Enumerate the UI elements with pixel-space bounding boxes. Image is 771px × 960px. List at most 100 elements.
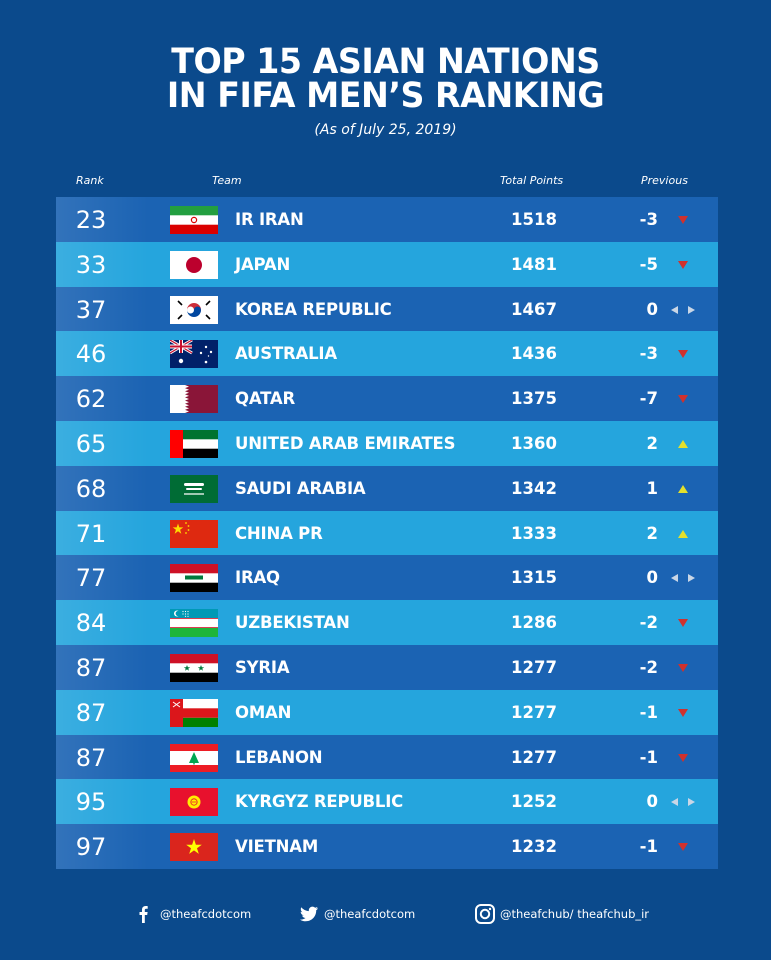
rank-change: -7 [639, 389, 658, 409]
header-rank: Rank [76, 174, 104, 187]
rank-value: 87 [75, 698, 107, 727]
syria-flag-icon [170, 654, 218, 682]
team-name: UZBEKISTAN [235, 613, 350, 633]
rank-cell-shade [56, 331, 148, 377]
page-title-line-1: TOP 15 ASIAN NATIONS [171, 42, 600, 82]
rank-cell-shade [56, 824, 148, 869]
team-name: JAPAN [235, 254, 291, 274]
team-name: AUSTRALIA [235, 344, 337, 364]
footer-facebook[interactable]: @theafcdotcom [134, 904, 251, 924]
rank-value: 65 [75, 430, 107, 458]
header-total-points: Total Points [500, 174, 564, 187]
rank-value: 95 [75, 788, 107, 817]
table-row: 95 KYRGYZ REPUBLIC 1252 0 [56, 779, 718, 825]
rank-change: -1 [639, 837, 658, 857]
rank-value: 37 [75, 295, 107, 324]
rank-change: 1 [646, 478, 658, 498]
rank-value: 97 [75, 833, 107, 862]
team-name: IRAQ [235, 568, 280, 588]
table-row: 62 QATAR 1375 -7 [56, 376, 718, 421]
rank-cell-shade [56, 734, 148, 780]
table-row: 46 AUSTRALIA 1436 -3 [56, 331, 718, 377]
total-points: 1232 [511, 837, 557, 857]
rank-value: 62 [75, 385, 107, 414]
trend-down-icon [678, 350, 688, 359]
rank-value: 33 [75, 250, 107, 279]
rank-value: 71 [75, 519, 107, 548]
trend-down-icon [678, 753, 688, 762]
iraq-flag-icon [170, 564, 218, 593]
rank-change: -2 [639, 613, 658, 633]
table-row: 33 JAPAN 1481 -5 [56, 241, 718, 287]
instagram-icon [475, 904, 495, 924]
oman-flag-icon [170, 698, 218, 727]
rank-change: -1 [639, 747, 658, 767]
instagram-handle: @theafchub/ theafchub_ir [500, 907, 650, 921]
table-row: 65 UNITED ARAB EMIRATES 1360 2 [56, 421, 718, 466]
qatar-flag-icon [170, 385, 218, 414]
page-subtitle: (As of July 25, 2019) [314, 122, 457, 138]
total-points: 1277 [511, 747, 557, 767]
kyrgyz-flag-icon [170, 788, 218, 817]
page-title-line-2: IN FIFA MEN’S RANKING [166, 76, 605, 116]
team-name: KOREA REPUBLIC [235, 299, 392, 319]
team-name: OMAN [235, 702, 292, 722]
footer-twitter[interactable]: @theafcdotcom [298, 904, 415, 924]
table-row: 37 KOREA REPUBLIC 1467 0 [56, 286, 718, 332]
table-row: 87 SYRIA 1277 -2 [56, 645, 718, 690]
saudi-flag-icon [170, 474, 218, 503]
rank-cell-shade [56, 600, 148, 645]
trend-down-icon [678, 260, 688, 269]
footer-instagram[interactable]: @theafchub/ theafchub_ir [474, 904, 649, 924]
australia-flag-icon [170, 340, 218, 369]
total-points: 1252 [511, 792, 557, 812]
total-points: 1342 [511, 478, 557, 498]
table-row: 87 LEBANON 1277 -1 [56, 734, 718, 780]
rank-change: 2 [646, 434, 658, 453]
table-row: 23 IR IRAN 1518 -3 [56, 197, 718, 242]
trend-up-icon [678, 529, 688, 538]
total-points: 1277 [511, 658, 557, 677]
team-name: SYRIA [235, 658, 290, 677]
rank-value: 68 [75, 474, 107, 503]
rank-change: 2 [646, 523, 658, 543]
trend-same-icon [671, 798, 695, 807]
trend-down-icon [678, 395, 688, 404]
rank-cell-shade [56, 286, 148, 332]
lebanon-flag-icon [170, 743, 218, 772]
rank-value: 84 [75, 609, 107, 638]
team-name: QATAR [235, 389, 295, 409]
total-points: 1436 [511, 344, 557, 364]
korea-flag-icon [170, 295, 218, 324]
rank-value: 87 [75, 654, 107, 682]
ranking-table: 23 IR IRAN 1518 -3 33 JAPAN 1481 -5 37 KOREA REPU… [56, 197, 718, 869]
rank-cell-shade [56, 510, 148, 556]
rank-cell-shade [56, 376, 148, 421]
table-row: 77 IRAQ 1315 0 [56, 555, 718, 601]
trend-up-icon [678, 440, 688, 448]
trend-up-icon [678, 484, 688, 493]
team-name: CHINA PR [235, 523, 323, 543]
uae-flag-icon [170, 430, 218, 458]
trend-same-icon [671, 574, 695, 583]
iran-flag-icon [170, 206, 218, 234]
rank-change: -5 [639, 254, 658, 274]
japan-flag-icon [170, 250, 218, 279]
total-points: 1467 [511, 299, 557, 319]
total-points: 1286 [511, 613, 557, 633]
trend-same-icon [671, 305, 695, 314]
facebook-handle: @theafcdotcom [160, 907, 252, 921]
team-name: VIETNAM [235, 837, 319, 857]
twitter-handle: @theafcdotcom [324, 907, 416, 921]
team-name: SAUDI ARABIA [235, 478, 366, 498]
table-row: 71 CHINA PR 1333 2 [56, 510, 718, 556]
rank-value: 77 [75, 564, 107, 593]
rank-cell-shade [56, 241, 148, 287]
vietnam-flag-icon [170, 833, 218, 862]
rank-cell-shade [56, 465, 148, 511]
team-name: KYRGYZ REPUBLIC [235, 792, 404, 812]
total-points: 1360 [511, 434, 557, 453]
trend-down-icon [678, 843, 688, 852]
header-previous: Previous [641, 174, 688, 187]
team-name: IR IRAN [235, 210, 304, 229]
